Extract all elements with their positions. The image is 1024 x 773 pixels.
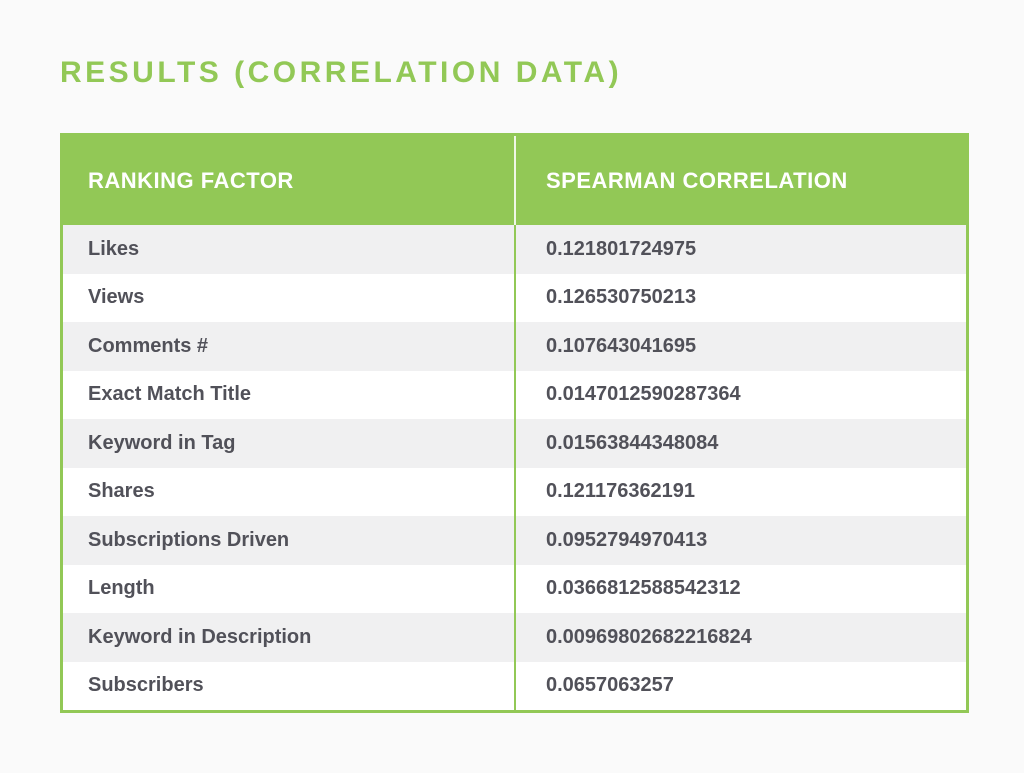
page-title: RESULTS (CORRELATION DATA) <box>60 56 623 89</box>
table-row: Exact Match Title 0.0147012590287364 <box>63 370 966 419</box>
correlation-cell: 0.0952794970413 <box>546 528 708 551</box>
spearman-correlation-header: SPEARMAN CORRELATION <box>546 167 848 193</box>
table-row: Views 0.126530750213 <box>63 273 966 322</box>
table-header-row: RANKING FACTOR SPEARMAN CORRELATION <box>63 136 966 225</box>
correlation-cell: 0.00969802682216824 <box>546 625 752 648</box>
correlation-cell: 0.107643041695 <box>546 334 697 357</box>
results-table: RANKING FACTOR SPEARMAN CORRELATION Like… <box>60 133 969 713</box>
correlation-cell: 0.0657063257 <box>546 674 674 697</box>
ranking-factor-cell: Exact Match Title <box>63 370 516 419</box>
ranking-factor-header: RANKING FACTOR <box>63 136 516 225</box>
ranking-factor-cell: Subscriptions Driven <box>63 516 516 565</box>
ranking-factor-cell: Comments # <box>63 322 516 371</box>
ranking-factor-cell: Likes <box>63 225 516 274</box>
correlation-cell: 0.121176362191 <box>546 480 696 503</box>
table-row: Likes 0.121801724975 <box>63 225 966 274</box>
table-row: Comments # 0.107643041695 <box>63 322 966 371</box>
table-row: Keyword in Tag 0.01563844348084 <box>63 419 966 468</box>
ranking-factor-cell: Shares <box>63 467 516 516</box>
correlation-cell: 0.0366812588542312 <box>546 577 741 600</box>
ranking-factor-cell: Views <box>63 273 516 322</box>
ranking-factor-cell: Keyword in Description <box>63 613 516 662</box>
correlation-cell: 0.01563844348084 <box>546 431 719 454</box>
table-row: Subscriptions Driven 0.0952794970413 <box>63 516 966 565</box>
table-row: Shares 0.121176362191 <box>63 467 966 516</box>
ranking-factor-cell: Keyword in Tag <box>63 419 516 468</box>
correlation-cell: 0.0147012590287364 <box>546 383 741 406</box>
correlation-cell: 0.126530750213 <box>546 286 697 309</box>
ranking-factor-cell: Subscribers <box>63 661 516 710</box>
table-row: Keyword in Description 0.009698026822168… <box>63 613 966 662</box>
ranking-factor-cell: Length <box>63 564 516 613</box>
table-row: Length 0.0366812588542312 <box>63 564 966 613</box>
correlation-cell: 0.121801724975 <box>546 237 697 260</box>
table-row: Subscribers 0.0657063257 <box>63 661 966 710</box>
